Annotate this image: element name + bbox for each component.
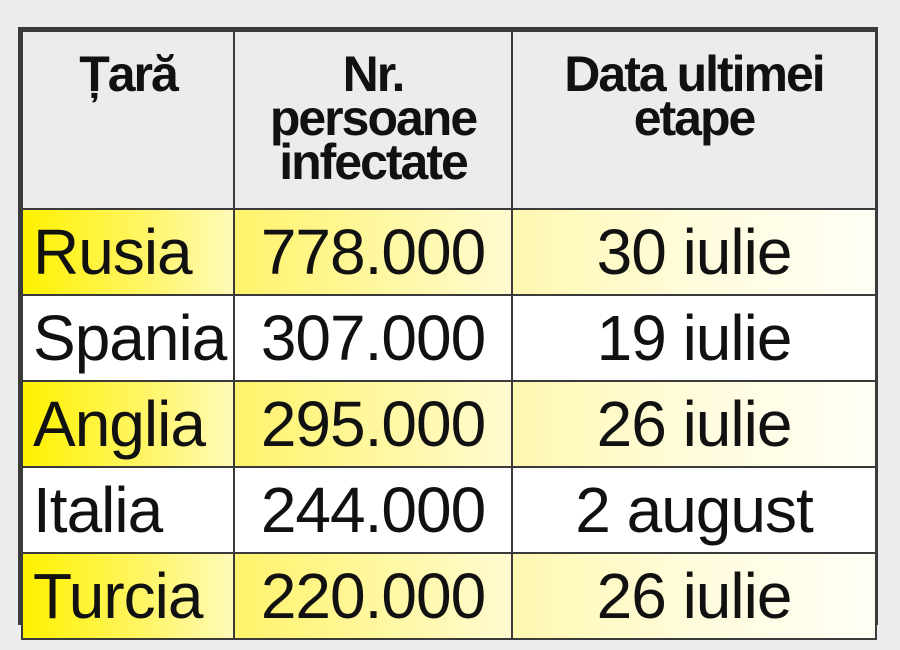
table-header: Țară Nr. persoane infectate Data ultimei… [21, 30, 877, 210]
cell-infected: 295.000 [233, 380, 513, 468]
header-infected: Nr. persoane infectate [233, 30, 513, 210]
cell-date: 26 iulie [511, 380, 877, 468]
table-body: Rusia 778.000 30 iulie Spania 307.000 19… [21, 208, 877, 640]
table-row: Italia 244.000 2 august [21, 466, 877, 554]
cell-infected: 244.000 [233, 466, 513, 554]
cell-country: Italia [21, 466, 235, 554]
table-row: Anglia 295.000 26 iulie [21, 380, 877, 468]
data-table-frame: Țară Nr. persoane infectate Data ultimei… [18, 27, 878, 640]
table-row: Rusia 778.000 30 iulie [21, 208, 877, 296]
table-row: Turcia 220.000 26 iulie [21, 552, 877, 640]
cell-date: 19 iulie [511, 294, 877, 382]
cell-date: 30 iulie [511, 208, 877, 296]
infections-table: Țară Nr. persoane infectate Data ultimei… [21, 30, 877, 640]
cell-country: Spania [21, 294, 235, 382]
cell-country: Rusia [21, 208, 235, 296]
cell-infected: 220.000 [233, 552, 513, 640]
table-row: Spania 307.000 19 iulie [21, 294, 877, 382]
cell-infected: 778.000 [233, 208, 513, 296]
cell-country: Turcia [21, 552, 235, 640]
header-country: Țară [21, 30, 235, 210]
header-row: Țară Nr. persoane infectate Data ultimei… [21, 30, 877, 210]
cell-date: 26 iulie [511, 552, 877, 640]
cell-date: 2 august [511, 466, 877, 554]
header-date: Data ultimei etape [511, 30, 877, 210]
cell-country: Anglia [21, 380, 235, 468]
cell-infected: 307.000 [233, 294, 513, 382]
